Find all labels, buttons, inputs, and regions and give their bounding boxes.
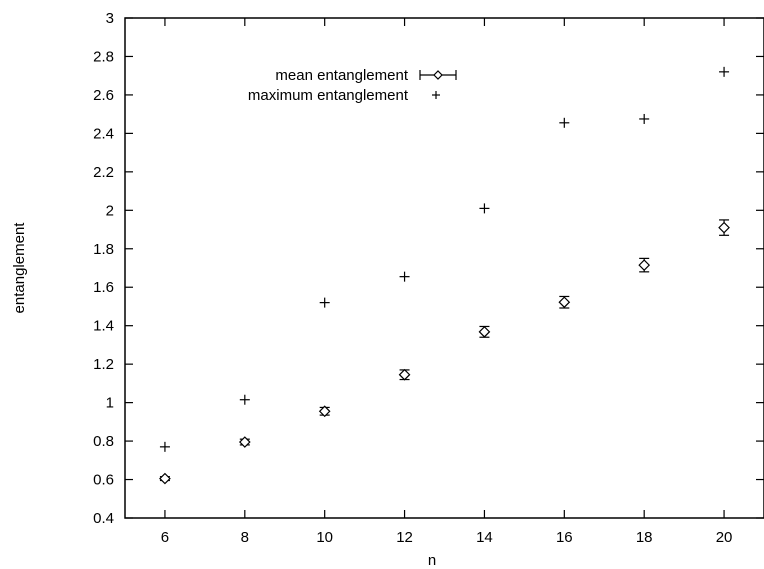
series-maximum-entanglement xyxy=(159,66,730,452)
y-tick-label-3: 1 xyxy=(106,395,114,412)
legend-label-maximum: maximum entanglement xyxy=(248,87,409,104)
mean-point-4 xyxy=(478,325,491,338)
max-point-6 xyxy=(639,113,650,124)
y-tick-label-13: 3 xyxy=(106,10,114,27)
y-tick-label-5: 1.4 xyxy=(93,318,114,335)
mean-marker-1 xyxy=(238,436,251,448)
max-point-4 xyxy=(479,203,490,214)
x-tick-label-1: 8 xyxy=(241,529,249,546)
max-point-2 xyxy=(319,297,330,308)
x-tick-label-2: 10 xyxy=(316,529,333,546)
y-tick-label-12: 2.8 xyxy=(93,48,114,65)
mean-marker-4 xyxy=(478,325,491,338)
mean-point-5 xyxy=(558,295,571,309)
y-tick-label-11: 2.6 xyxy=(93,87,114,104)
x-axis-ticks: 6 8 10 12 14 16 18 20 xyxy=(161,18,733,546)
mean-point-3 xyxy=(398,368,411,381)
mean-marker-5 xyxy=(558,296,571,309)
x-tick-label-6: 18 xyxy=(636,529,653,546)
max-point-3 xyxy=(399,271,410,282)
y-tick-label-9: 2.2 xyxy=(93,164,114,181)
mean-marker-2 xyxy=(318,405,331,418)
mean-point-6 xyxy=(638,257,651,273)
legend-marker-mean xyxy=(419,70,457,80)
mean-marker-3 xyxy=(398,368,411,381)
legend: mean entanglement maximum entanglement xyxy=(248,67,457,104)
max-point-1 xyxy=(239,394,250,405)
y-tick-label-7: 1.8 xyxy=(93,241,114,258)
y-tick-label-8: 2 xyxy=(106,202,114,219)
legend-marker-maximum xyxy=(432,91,440,99)
y-axis-ticks: 0.4 0.6 0.8 1 1.2 1.4 1.6 1.8 2 2.2 2.4 2.6 2.8 3 xyxy=(93,10,764,527)
mean-point-2 xyxy=(318,405,331,418)
max-point-5 xyxy=(559,117,570,128)
x-tick-label-0: 6 xyxy=(161,529,169,546)
mean-marker-0 xyxy=(159,472,171,485)
legend-label-mean: mean entanglement xyxy=(275,67,408,84)
y-axis-label: entanglement xyxy=(11,222,28,314)
x-tick-label-4: 14 xyxy=(476,529,493,546)
y-tick-label-2: 0.8 xyxy=(93,433,114,450)
y-tick-label-10: 2.4 xyxy=(93,125,114,142)
mean-point-1 xyxy=(238,436,251,448)
mean-point-0 xyxy=(159,472,171,485)
mean-marker-6 xyxy=(638,259,651,271)
plot-frame xyxy=(124,17,764,519)
x-axis-label: n xyxy=(428,552,436,569)
y-tick-label-1: 0.6 xyxy=(93,472,114,489)
x-tick-label-3: 12 xyxy=(396,529,413,546)
max-point-0 xyxy=(159,441,170,452)
mean-point-7 xyxy=(718,219,730,236)
x-tick-label-7: 20 xyxy=(716,529,733,546)
max-point-7 xyxy=(719,66,730,77)
y-tick-label-4: 1.2 xyxy=(93,356,114,373)
y-tick-label-6: 1.6 xyxy=(93,279,114,296)
mean-marker-7 xyxy=(718,221,730,234)
y-tick-label-0: 0.4 xyxy=(93,510,114,527)
x-tick-label-5: 16 xyxy=(556,529,573,546)
series-mean-entanglement xyxy=(159,219,730,485)
